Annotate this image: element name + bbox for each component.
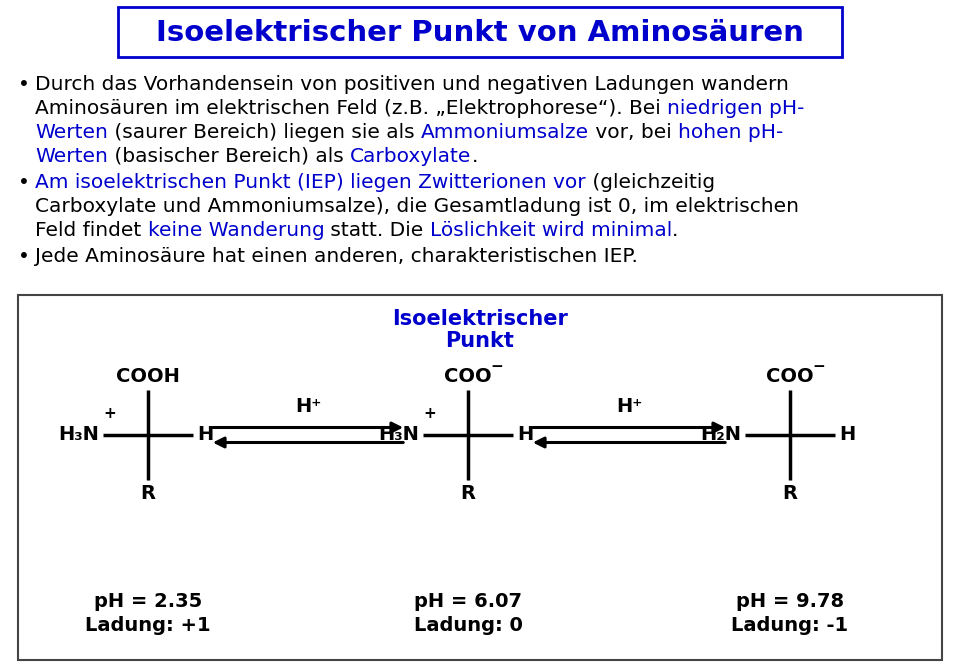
Text: Isoelektrischer: Isoelektrischer xyxy=(392,309,568,329)
Text: H: H xyxy=(517,425,533,444)
Text: H₃N: H₃N xyxy=(59,425,99,444)
Text: Isoelektrischer Punkt von Aminosäuren: Isoelektrischer Punkt von Aminosäuren xyxy=(156,19,804,47)
Bar xyxy=(118,7,842,57)
Text: R: R xyxy=(461,484,475,503)
Text: .: . xyxy=(672,221,679,240)
Text: pH = 9.78: pH = 9.78 xyxy=(736,592,844,611)
Text: COOH: COOH xyxy=(116,367,180,386)
Text: Aminosäuren im elektrischen Feld (z.B. „Elektrophorese“). Bei: Aminosäuren im elektrischen Feld (z.B. „… xyxy=(35,99,667,118)
Text: Ladung: +1: Ladung: +1 xyxy=(85,616,211,635)
Text: Carboxylate und Ammoniumsalze), die Gesamtladung ist 0, im elektrischen: Carboxylate und Ammoniumsalze), die Gesa… xyxy=(35,197,799,216)
Text: Ammoniumsalze: Ammoniumsalze xyxy=(420,123,589,142)
Text: Werten: Werten xyxy=(35,147,108,166)
Text: pH = 2.35: pH = 2.35 xyxy=(94,592,203,611)
Text: Ladung: 0: Ladung: 0 xyxy=(414,616,522,635)
Text: statt. Die: statt. Die xyxy=(324,221,430,240)
Text: keine Wanderung: keine Wanderung xyxy=(148,221,324,240)
Text: hohen pH-: hohen pH- xyxy=(678,123,783,142)
Text: R: R xyxy=(782,484,798,503)
Text: •: • xyxy=(18,75,30,94)
Text: H: H xyxy=(197,425,213,444)
Text: Löslichkeit wird minimal: Löslichkeit wird minimal xyxy=(430,221,672,240)
Text: Am isoelektrischen Punkt (IEP) liegen Zwitterionen vor: Am isoelektrischen Punkt (IEP) liegen Zw… xyxy=(35,173,586,192)
Text: pH = 6.07: pH = 6.07 xyxy=(414,592,522,611)
Text: H⁺: H⁺ xyxy=(295,398,322,417)
Text: Jede Aminosäure hat einen anderen, charakteristischen IEP.: Jede Aminosäure hat einen anderen, chara… xyxy=(35,247,637,266)
Text: COO: COO xyxy=(444,367,492,386)
Text: Feld findet: Feld findet xyxy=(35,221,148,240)
Bar xyxy=(18,295,942,660)
Text: H: H xyxy=(839,425,855,444)
Text: Carboxylate: Carboxylate xyxy=(350,147,471,166)
Text: R: R xyxy=(140,484,156,503)
Text: +: + xyxy=(423,406,436,421)
Text: H⁺: H⁺ xyxy=(615,398,642,417)
Text: (basischer Bereich) als: (basischer Bereich) als xyxy=(108,147,350,166)
Text: •: • xyxy=(18,173,30,192)
Text: (gleichzeitig: (gleichzeitig xyxy=(586,173,715,192)
Text: Ladung: -1: Ladung: -1 xyxy=(732,616,849,635)
Text: COO: COO xyxy=(766,367,814,386)
Text: Punkt: Punkt xyxy=(445,331,515,351)
Text: −: − xyxy=(812,359,825,374)
Text: −: − xyxy=(490,359,503,374)
Text: Werten: Werten xyxy=(35,123,108,142)
Text: vor, bei: vor, bei xyxy=(589,123,678,142)
Text: (saurer Bereich) liegen sie als: (saurer Bereich) liegen sie als xyxy=(108,123,420,142)
Text: H₂N: H₂N xyxy=(700,425,741,444)
Text: .: . xyxy=(471,147,478,166)
Text: +: + xyxy=(103,406,116,421)
Text: niedrigen pH-: niedrigen pH- xyxy=(667,99,804,118)
Text: H₃N: H₃N xyxy=(378,425,419,444)
Text: Durch das Vorhandensein von positiven und negativen Ladungen wandern: Durch das Vorhandensein von positiven un… xyxy=(35,75,789,94)
Text: •: • xyxy=(18,247,30,266)
